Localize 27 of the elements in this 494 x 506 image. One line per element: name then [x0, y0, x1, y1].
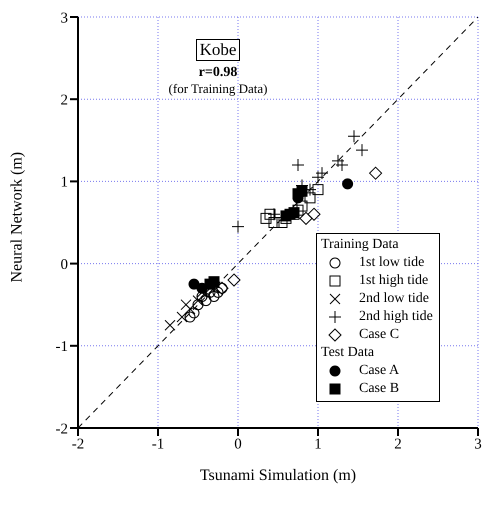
y-axis-title: Neural Network (m) [8, 152, 26, 282]
annotation: (for Training Data) [168, 81, 268, 97]
x-tick-label: 3 [474, 436, 482, 453]
x-tick-label: 1 [314, 436, 322, 453]
y-tick-label: 1 [60, 174, 68, 191]
annotation: Kobe [196, 39, 240, 61]
y-tick-label: -2 [56, 421, 68, 438]
annotation: Test Data [321, 344, 376, 362]
legend-label: Case C [359, 326, 400, 344]
legend-title: Training Data [321, 236, 400, 254]
y-tick-label: -1 [56, 339, 68, 356]
x-axis-title: Tsunami Simulation (m) [200, 467, 356, 484]
legend-label: 2nd high tide [359, 308, 433, 326]
y-tick-label: 0 [60, 256, 68, 273]
legend-label: 1st low tide [359, 254, 424, 272]
legend-label: 2nd low tide [359, 290, 429, 308]
x-tick-label: -2 [72, 436, 84, 453]
x-tick-label: -1 [152, 436, 164, 453]
y-tick-label: 3 [60, 10, 68, 26]
legend-label: Case A [359, 362, 400, 380]
x-tick-label: 0 [234, 436, 242, 453]
legend-label: Case B [359, 380, 400, 398]
legend-label: 1st high tide [359, 272, 428, 290]
annotation: r=0.98 [198, 65, 238, 80]
text-box: Kobe r=0.98 (for Training Data) [168, 39, 268, 97]
x-tick-label: 2 [394, 436, 402, 453]
y-tick-label: 2 [60, 92, 68, 109]
